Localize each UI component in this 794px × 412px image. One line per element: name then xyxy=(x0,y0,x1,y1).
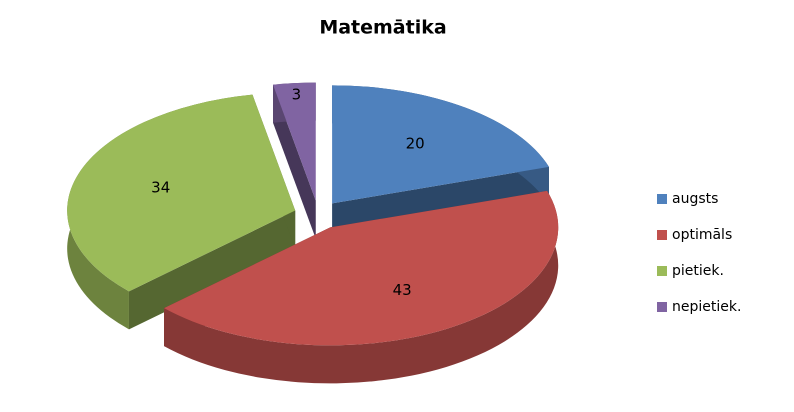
slice-top xyxy=(164,190,559,346)
data-label: 20 xyxy=(406,135,425,153)
slice-side xyxy=(128,210,296,330)
legend-label: augsts xyxy=(672,191,718,207)
data-label: 3 xyxy=(292,85,302,103)
slice-top xyxy=(332,85,549,204)
slice xyxy=(164,190,559,384)
legend-swatch xyxy=(657,194,667,204)
legend-swatch xyxy=(657,266,667,276)
data-label: 43 xyxy=(393,281,412,299)
slice-wall xyxy=(164,190,559,384)
legend-swatch xyxy=(657,302,667,312)
chart-title: Matemātika xyxy=(319,17,446,39)
legend-label: pietiek. xyxy=(672,263,724,279)
data-label: 34 xyxy=(151,178,170,196)
legend-label: nepietiek. xyxy=(672,299,741,315)
slice-top xyxy=(67,94,296,292)
slice xyxy=(67,94,296,330)
slice-side xyxy=(273,84,316,239)
legend-label: optimāls xyxy=(672,227,732,243)
legend-swatch xyxy=(657,230,667,240)
slice xyxy=(273,82,316,239)
slice-top xyxy=(273,82,316,201)
